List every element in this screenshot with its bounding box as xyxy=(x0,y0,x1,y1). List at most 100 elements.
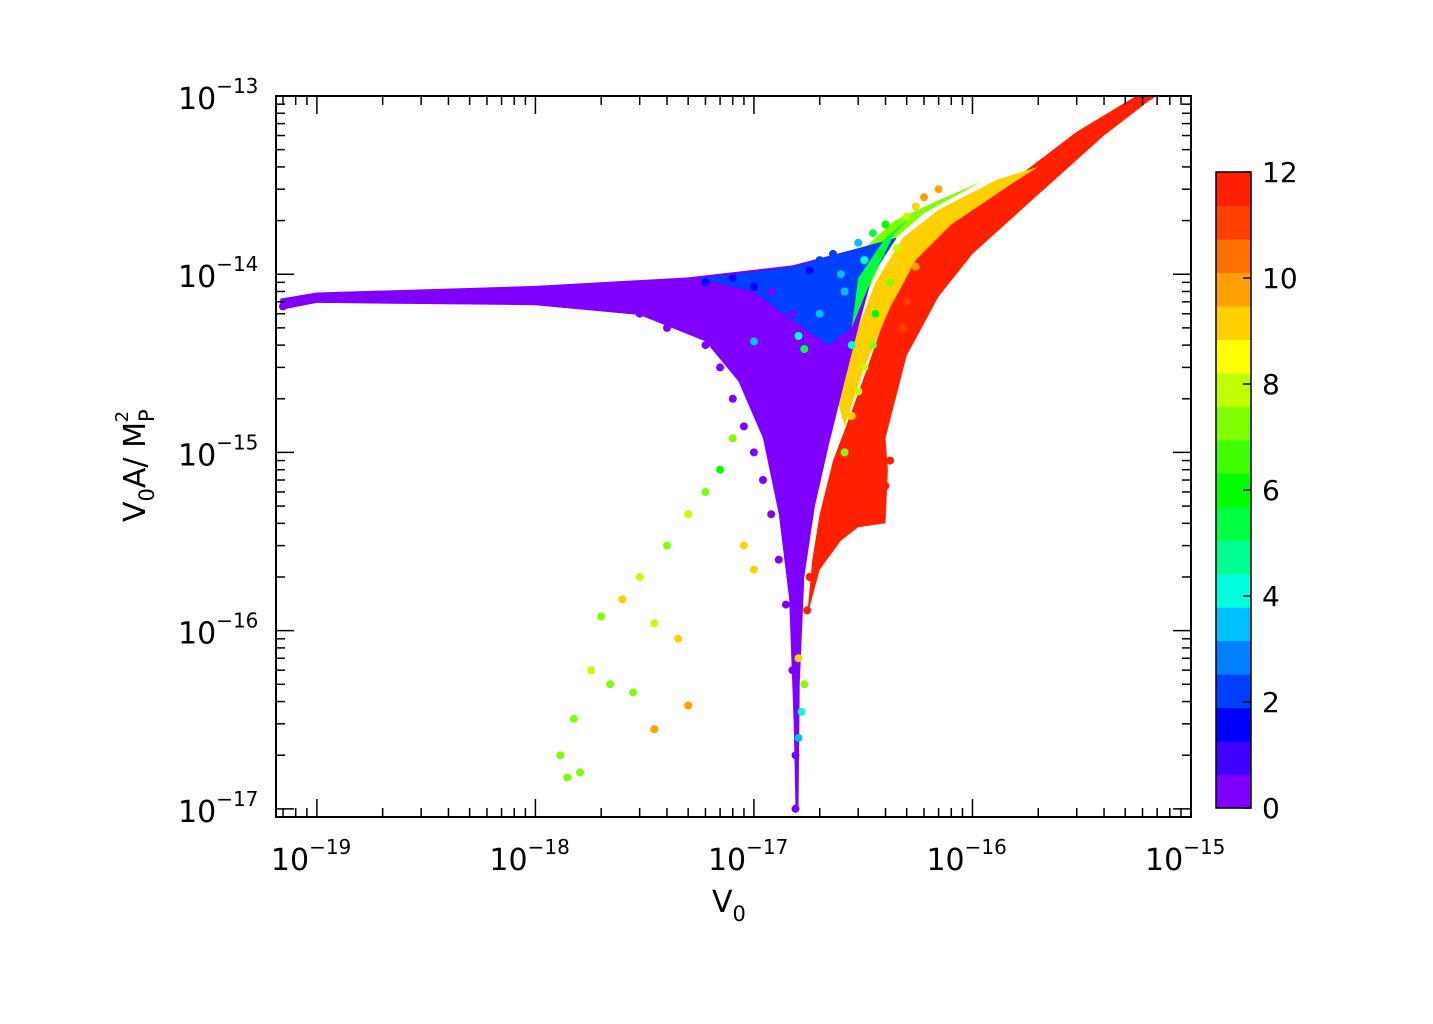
y-axis-title: V0A/ MP2 xyxy=(112,409,159,522)
data-point xyxy=(728,274,737,283)
data-point xyxy=(871,309,880,318)
data-point xyxy=(684,701,693,710)
colorbar-swatch xyxy=(1216,205,1251,240)
data-point xyxy=(774,297,783,306)
colorbar-swatch xyxy=(1216,573,1251,608)
data-point xyxy=(815,363,824,372)
data-point xyxy=(840,465,849,474)
data-point xyxy=(800,345,809,354)
region-cyan xyxy=(851,213,916,328)
x-axis-title: V0 xyxy=(712,885,746,926)
data-point xyxy=(1121,109,1130,118)
data-point xyxy=(863,278,872,287)
data-point xyxy=(728,434,737,443)
y-tick-label: 10−14 xyxy=(178,252,258,295)
colorbar-swatch xyxy=(1216,540,1251,575)
y-tick-label: 10−16 xyxy=(178,609,258,652)
x-tick-label: 10−19 xyxy=(271,835,351,878)
data-point xyxy=(576,768,584,777)
colorbar-swatch xyxy=(1216,406,1251,441)
data-point xyxy=(663,323,671,332)
data-point xyxy=(650,619,659,628)
colorbar-ticks: 0 2 4 6 8 10 12 xyxy=(1243,156,1298,825)
data-point xyxy=(868,229,877,238)
y-tick-label: 10−15 xyxy=(178,430,258,473)
data-point xyxy=(1072,145,1081,154)
colorbar-swatch xyxy=(1216,506,1251,541)
data-point xyxy=(556,751,565,760)
data-point xyxy=(684,282,693,291)
data-point xyxy=(829,249,837,258)
data-point xyxy=(739,541,748,550)
colorbar-swatch xyxy=(1216,305,1251,340)
data-point xyxy=(531,291,540,300)
data-point xyxy=(312,293,321,302)
data-point xyxy=(794,529,803,538)
data-point xyxy=(860,363,869,372)
data-regions xyxy=(280,96,1151,809)
data-point xyxy=(815,256,824,265)
data-point xyxy=(749,448,758,457)
colorbar-swatch xyxy=(1216,372,1251,407)
colorbar-swatch xyxy=(1216,238,1251,274)
colorbar-tick-label: 2 xyxy=(1262,686,1280,719)
data-point xyxy=(854,387,863,396)
data-point xyxy=(378,295,387,304)
data-point xyxy=(629,688,638,697)
colorbar-tick-label: 6 xyxy=(1262,474,1280,507)
data-point xyxy=(635,573,644,581)
region-high xyxy=(807,96,1151,617)
data-point xyxy=(767,510,776,519)
data-point xyxy=(836,270,845,279)
data-point xyxy=(920,309,928,318)
region-blue xyxy=(697,237,897,346)
y-tick-label: 10−13 xyxy=(178,74,258,117)
data-point xyxy=(892,244,901,253)
data-point xyxy=(749,282,758,291)
data-point xyxy=(892,351,901,360)
data-point xyxy=(840,448,849,457)
data-point xyxy=(781,600,790,609)
data-point xyxy=(876,249,885,258)
colorbar-tick-label: 0 xyxy=(1262,792,1280,825)
data-point xyxy=(716,363,725,372)
data-point xyxy=(805,266,814,275)
data-point xyxy=(902,212,911,221)
data-point xyxy=(854,238,863,247)
data-point xyxy=(759,476,767,484)
data-point xyxy=(847,412,856,420)
colorbar-swatch xyxy=(1216,339,1251,374)
data-point xyxy=(920,193,928,202)
data-point xyxy=(886,278,895,287)
data-point xyxy=(606,680,615,689)
data-point xyxy=(947,270,956,279)
data-point xyxy=(829,502,837,511)
data-point xyxy=(854,434,863,443)
data-point xyxy=(840,287,849,296)
colorbar-swatch xyxy=(1216,640,1251,675)
data-point xyxy=(1034,173,1043,182)
data-point xyxy=(716,465,725,474)
data-point xyxy=(569,714,578,723)
x-tick-label: 10−17 xyxy=(708,835,788,878)
data-point xyxy=(815,309,824,318)
data-point xyxy=(701,488,710,496)
data-point xyxy=(701,278,710,287)
y-axis-tick-labels: 10−13 10−14 10−15 10−16 10−17 xyxy=(178,74,258,830)
data-point xyxy=(881,377,890,386)
colorbar-tick-label: 10 xyxy=(1262,262,1298,295)
data-point xyxy=(815,541,824,550)
colorbar xyxy=(1216,172,1251,809)
data-point xyxy=(701,341,710,350)
colorbar-swatch xyxy=(1216,439,1251,474)
data-point xyxy=(794,733,803,742)
data-point xyxy=(791,804,800,813)
colorbar-tick-label: 12 xyxy=(1262,156,1298,189)
data-point xyxy=(794,332,803,340)
data-point xyxy=(794,654,803,663)
data-point xyxy=(767,287,776,296)
colorbar-tick-label: 4 xyxy=(1262,580,1280,613)
data-point xyxy=(279,302,287,311)
x-axis-tick-labels: 10−19 10−18 10−17 10−16 10−15 xyxy=(271,835,1226,878)
